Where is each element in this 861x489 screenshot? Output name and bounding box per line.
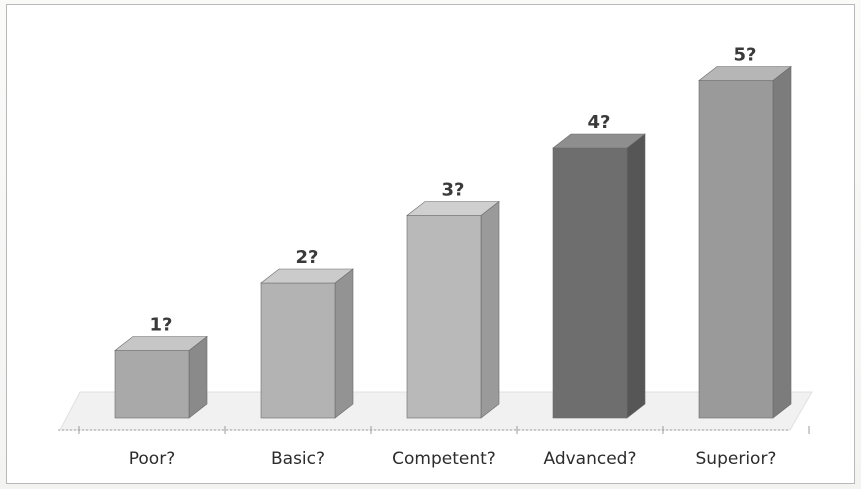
bars <box>114 65 792 419</box>
category-label: Advanced? <box>544 449 637 469</box>
category-labels: Poor? Basic? Competent? Advanced? Superior? <box>129 449 777 469</box>
data-label: 1? <box>150 315 173 336</box>
bar-front-face <box>260 282 336 419</box>
bar-front-face <box>552 147 628 419</box>
data-label: 4? <box>588 112 611 133</box>
data-label: 3? <box>442 180 465 201</box>
bar-side-face <box>334 268 354 419</box>
bar <box>406 200 500 419</box>
bar-front-face <box>114 350 190 419</box>
bar-top-face <box>406 201 500 216</box>
bar-front-face <box>698 80 774 419</box>
data-label: 5? <box>734 45 757 66</box>
bar-side-face <box>480 200 500 419</box>
category-label: Poor? <box>129 449 175 469</box>
x-axis <box>58 426 810 434</box>
category-label: Basic? <box>271 449 325 469</box>
category-label: Competent? <box>392 449 496 469</box>
bar-top-face <box>698 66 792 81</box>
bar-side-face <box>626 133 646 419</box>
bar <box>114 335 208 419</box>
bar-top-face <box>260 268 354 284</box>
bar-side-face <box>772 65 792 419</box>
bar <box>552 133 646 419</box>
bar-top-face <box>552 133 646 149</box>
bar <box>260 268 354 419</box>
bar-top-face <box>114 336 208 351</box>
bar <box>698 65 792 419</box>
category-label: Superior? <box>696 449 777 469</box>
bar-front-face <box>406 215 482 419</box>
data-label: 2? <box>296 247 319 268</box>
data-labels: 1? 2? 3? 4? 5? <box>150 45 757 336</box>
